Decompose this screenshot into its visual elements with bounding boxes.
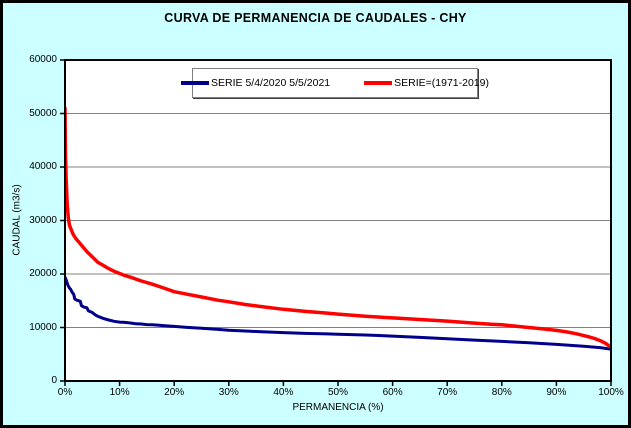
x-tick-label-10%: 10% (109, 387, 130, 398)
y-tick-label-20000: 20000 (29, 268, 57, 279)
series-line-0 (64, 275, 612, 351)
x-tick-label-70%: 70% (437, 387, 458, 398)
plot-area-svg (60, 59, 612, 386)
legend-label-serie-1971-2019: SERIE=(1971-2019) (394, 77, 489, 89)
x-tick-label-0%: 0% (57, 387, 73, 398)
x-axis-title: PERMANENCIA (%) (292, 402, 384, 413)
y-tick-label-0: 0 (51, 375, 57, 386)
x-tick-label-20%: 20% (164, 387, 185, 398)
legend-label-serie-2020-2021: SERIE 5/4/2020 5/5/2021 (211, 77, 331, 89)
y-tick-label-30000: 30000 (29, 214, 57, 226)
legend-line-swatch-blue (181, 81, 210, 85)
x-tick-label-30%: 30% (218, 387, 239, 398)
legend-entry-serie-1971-2019: SERIE=(1971-2019) (364, 77, 489, 89)
legend-box: SERIE 5/4/2020 5/5/2021 SERIE=(1971-2019… (181, 68, 489, 98)
x-tick-label-60%: 60% (382, 387, 403, 398)
x-tick-label-90%: 90% (546, 387, 567, 398)
plot-border (64, 59, 612, 382)
x-tick-label-40%: 40% (273, 387, 294, 398)
chart-title: CURVA DE PERMANENCIA DE CAUDALES - CHY (164, 11, 467, 25)
legend-line-swatch-red (364, 81, 393, 85)
legend-entry-serie-2020-2021: SERIE 5/4/2020 5/5/2021 (181, 77, 330, 89)
y-tick-label-40000: 40000 (29, 161, 57, 172)
y-tick-label-10000: 10000 (29, 321, 57, 333)
x-tick-label-80%: 80% (491, 387, 512, 398)
x-tick-label-100%: 100% (598, 387, 624, 398)
y-tick-label-50000: 50000 (29, 107, 57, 119)
y-tick-label-60000: 60000 (29, 54, 57, 65)
x-tick-label-50%: 50% (327, 387, 348, 398)
y-axis-title: CAUDAL (m3/s) (11, 184, 23, 256)
series-line-1 (64, 106, 612, 350)
